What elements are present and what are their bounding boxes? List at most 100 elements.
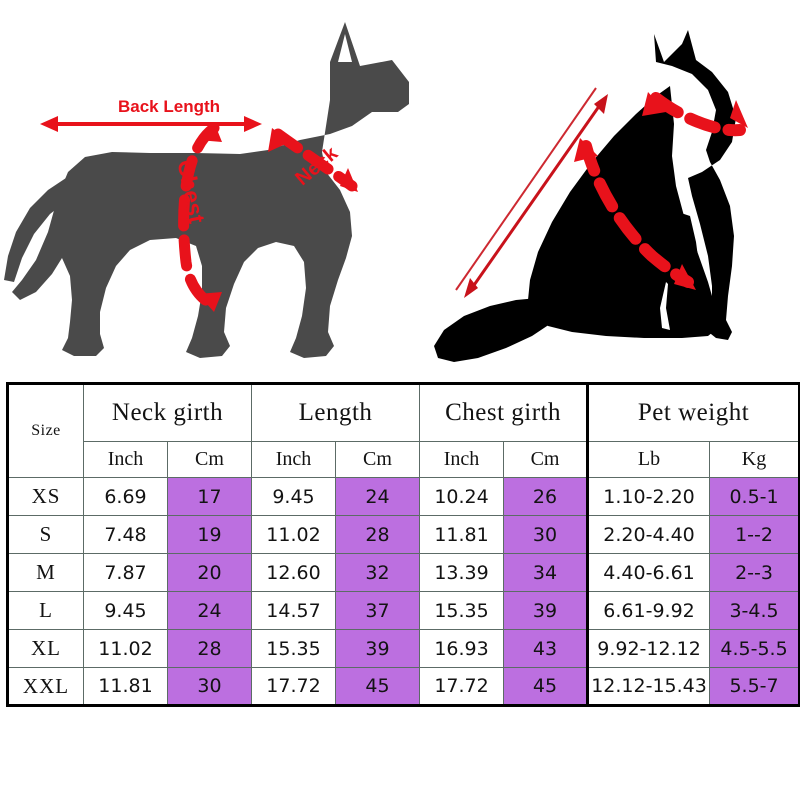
cell-size: M (7, 553, 84, 592)
cat-chest-band-arrowheads (574, 138, 696, 290)
header-chest-cm: Cm (503, 441, 589, 478)
dog-tail-shape (4, 178, 68, 282)
cell-chest-cm: 34 (503, 553, 589, 592)
cell-size: L (7, 591, 84, 630)
cat-tail-shape (434, 298, 550, 362)
cell-length-inch: 9.45 (251, 477, 336, 516)
header-length-cm: Cm (334, 441, 421, 478)
cell-neck-cm: 17 (167, 477, 252, 516)
cat-chest-band (580, 140, 694, 288)
cell-neck-inch: 7.48 (83, 515, 168, 554)
cell-chest-inch: 16.93 (419, 629, 505, 668)
size-chart-table: Size Neck girth Length Chest girth Pet w… (6, 382, 800, 707)
cell-length-inch: 17.72 (251, 667, 336, 706)
table-row: M 7.87 20 12.60 32 13.39 34 4.40-6.61 2-… (7, 553, 800, 592)
cell-neck-inch: 6.69 (83, 477, 168, 516)
cell-length-cm: 32 (334, 553, 421, 592)
cell-weight-lb: 12.12-15.43 (586, 667, 711, 706)
cell-weight-kg: 0.5-1 (709, 477, 800, 516)
cell-length-cm: 37 (334, 591, 421, 630)
header-chest-inch: Inch (419, 441, 505, 478)
cat-front-leg-shape (666, 212, 710, 332)
cell-neck-cm: 20 (167, 553, 252, 592)
dog-back-length-arrow (40, 116, 262, 132)
cat-leg-gap (660, 282, 670, 330)
cell-length-cm: 24 (334, 477, 421, 516)
cell-weight-kg: 2--3 (709, 553, 800, 592)
cell-weight-kg: 3-4.5 (709, 591, 800, 630)
table-row: XL 11.02 28 15.35 39 16.93 43 9.92-12.12… (7, 629, 800, 668)
group-header-row: Size Neck girth Length Chest girth Pet w… (7, 383, 800, 478)
cell-length-cm: 45 (334, 667, 421, 706)
cat-neck-band (650, 92, 746, 137)
header-length-inch: Inch (251, 441, 336, 478)
dog-body-shape (12, 22, 409, 358)
cell-length-inch: 14.57 (251, 591, 336, 630)
dog-ear-notch (338, 34, 352, 62)
cell-chest-cm: 39 (503, 591, 589, 630)
header-length: Length (250, 383, 421, 442)
cell-weight-kg: 5.5-7 (709, 667, 800, 706)
cell-length-inch: 11.02 (251, 515, 336, 554)
cell-neck-cm: 28 (167, 629, 252, 668)
size-chart-table-wrapper: Size Neck girth Length Chest girth Pet w… (6, 382, 800, 707)
header-weight-kg: Kg (709, 441, 800, 478)
cell-chest-inch: 17.72 (419, 667, 505, 706)
table-row: L 9.45 24 14.57 37 15.35 39 6.61-9.92 3-… (7, 591, 800, 630)
cell-size: S (7, 515, 84, 554)
cell-chest-inch: 11.81 (419, 515, 505, 554)
cell-length-inch: 15.35 (251, 629, 336, 668)
cell-chest-inch: 10.24 (419, 477, 505, 516)
cell-neck-cm: 24 (167, 591, 252, 630)
header-size: Size (7, 383, 84, 478)
cell-weight-lb: 2.20-4.40 (586, 515, 711, 554)
cell-neck-inch: 11.02 (83, 629, 168, 668)
cell-weight-lb: 9.92-12.12 (586, 629, 711, 668)
table-head: Size Neck girth Length Chest girth Pet w… (7, 383, 800, 478)
header-neck-inch: Inch (83, 441, 168, 478)
cell-neck-inch: 11.81 (83, 667, 168, 706)
cat-silhouette-svg (434, 30, 748, 362)
cell-chest-cm: 26 (503, 477, 589, 516)
cell-neck-cm: 30 (167, 667, 252, 706)
cell-length-inch: 12.60 (251, 553, 336, 592)
cell-chest-inch: 13.39 (419, 553, 505, 592)
illustration-band: Back Length Chest Neck (0, 0, 800, 378)
table-body: XS 6.69 17 9.45 24 10.24 26 1.10-2.20 0.… (7, 477, 800, 706)
cat-neck-band-arrowheads (642, 92, 748, 128)
cell-chest-cm: 45 (503, 667, 589, 706)
cell-weight-kg: 1--2 (709, 515, 800, 554)
cell-length-cm: 39 (334, 629, 421, 668)
header-chest-girth: Chest girth (419, 383, 589, 442)
table-row: S 7.48 19 11.02 28 11.81 30 2.20-4.40 1-… (7, 515, 800, 554)
cell-neck-inch: 7.87 (83, 553, 168, 592)
cell-length-cm: 28 (334, 515, 421, 554)
cell-weight-lb: 4.40-6.61 (586, 553, 711, 592)
cell-size: XS (7, 477, 84, 516)
cell-chest-cm: 30 (503, 515, 589, 554)
dog-chest-band-arrowheads (198, 122, 222, 312)
cat-illustration: Back Length Chest Neck (420, 0, 800, 378)
cat-back-length-arrow (455, 87, 608, 298)
cell-size: XXL (7, 667, 84, 706)
cell-neck-inch: 9.45 (83, 591, 168, 630)
cell-chest-cm: 43 (503, 629, 589, 668)
unit-header-row: Inch Cm Inch Cm Inch Cm Lb Kg (8, 441, 800, 478)
dog-silhouette-svg (4, 22, 409, 358)
header-pet-weight: Pet weight (586, 383, 800, 442)
cell-weight-lb: 6.61-9.92 (586, 591, 711, 630)
cell-chest-inch: 15.35 (419, 591, 505, 630)
cell-neck-cm: 19 (167, 515, 252, 554)
table-row: XXL 11.81 30 17.72 45 17.72 45 12.12-15.… (7, 667, 800, 706)
header-neck-cm: Cm (167, 441, 252, 478)
header-neck-girth: Neck girth (83, 383, 252, 442)
cell-weight-kg: 4.5-5.5 (709, 629, 800, 668)
table-row: XS 6.69 17 9.45 24 10.24 26 1.10-2.20 0.… (7, 477, 800, 516)
header-weight-lb: Lb (586, 441, 711, 478)
dog-illustration: Back Length Chest Neck (0, 0, 420, 378)
cat-body-shape (654, 30, 736, 340)
dog-neck-band-arrowheads (268, 128, 358, 192)
cell-size: XL (7, 629, 84, 668)
cell-weight-lb: 1.10-2.20 (586, 477, 711, 516)
